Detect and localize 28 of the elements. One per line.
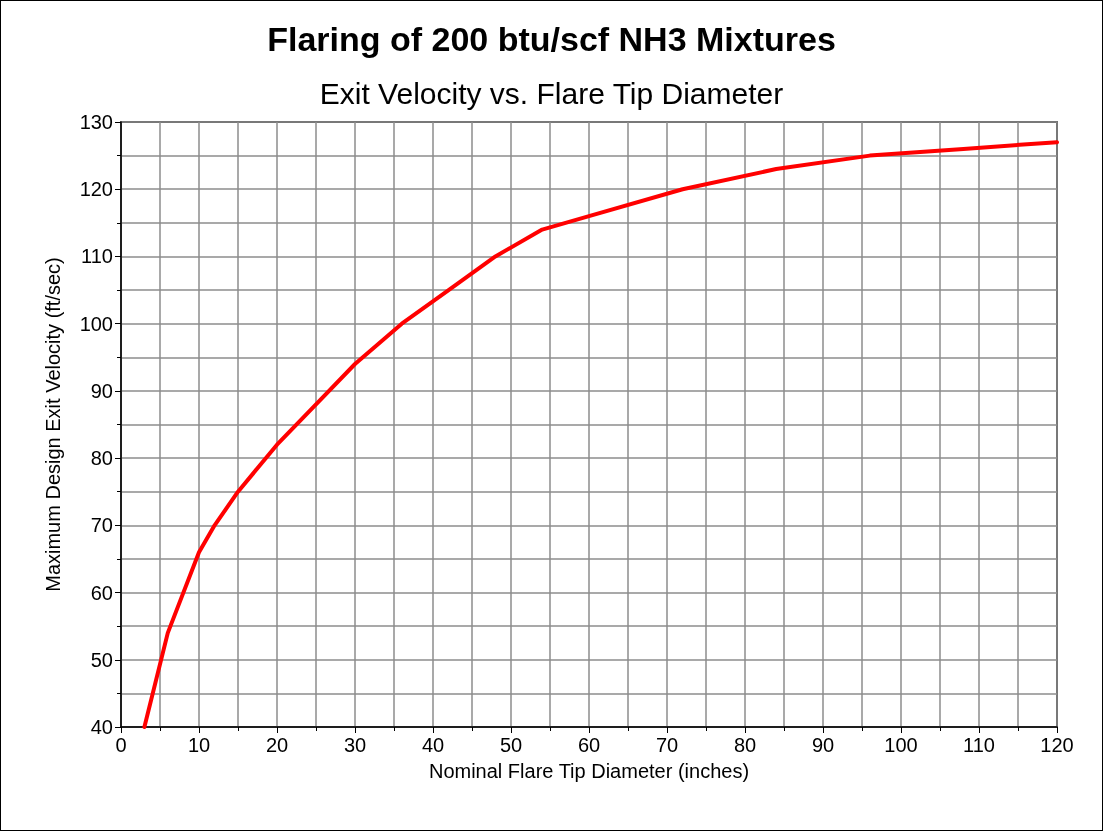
y-tick-label: 50 bbox=[90, 648, 113, 671]
x-tick-label: 50 bbox=[499, 734, 523, 756]
line-series bbox=[142, 140, 1059, 729]
x-tick-label: 40 bbox=[421, 734, 445, 756]
x-tick-label: 20 bbox=[265, 734, 289, 756]
y-tick-label: 40 bbox=[90, 716, 113, 738]
x-tick-label: 120 bbox=[1040, 734, 1074, 756]
y-tick-label: 110 bbox=[81, 245, 113, 268]
y-tick-label: 130 bbox=[79, 111, 113, 133]
x-tick-label: 10 bbox=[187, 734, 211, 756]
x-tick-label: 110 bbox=[963, 734, 995, 756]
y-tick-label: 70 bbox=[90, 514, 113, 537]
y-axis-title: Maximum Design Exit Velocity (ft/sec) bbox=[42, 257, 64, 592]
chart-subtitle: Exit Velocity vs. Flare Tip Diameter bbox=[319, 76, 784, 110]
chart-title: Flaring of 200 btu/scf NH3 Mixtures bbox=[267, 20, 836, 58]
y-tick-label: 60 bbox=[90, 581, 113, 604]
y-tick-label: 90 bbox=[90, 379, 113, 402]
x-tick-label: 70 bbox=[655, 734, 679, 756]
x-tick-label: 0 bbox=[115, 734, 127, 756]
x-tick-label: 100 bbox=[884, 734, 918, 756]
x-tick-label: 90 bbox=[811, 734, 835, 756]
x-tick-label: 60 bbox=[577, 734, 601, 756]
x-tick-label: 80 bbox=[733, 734, 757, 756]
x-axis-title: Nominal Flare Tip Diameter (inches) bbox=[428, 760, 750, 782]
y-tick-label: 100 bbox=[79, 312, 113, 335]
x-tick-label: 30 bbox=[343, 734, 367, 756]
y-tick-label: 120 bbox=[79, 178, 113, 201]
y-tick-label: 80 bbox=[90, 447, 113, 470]
